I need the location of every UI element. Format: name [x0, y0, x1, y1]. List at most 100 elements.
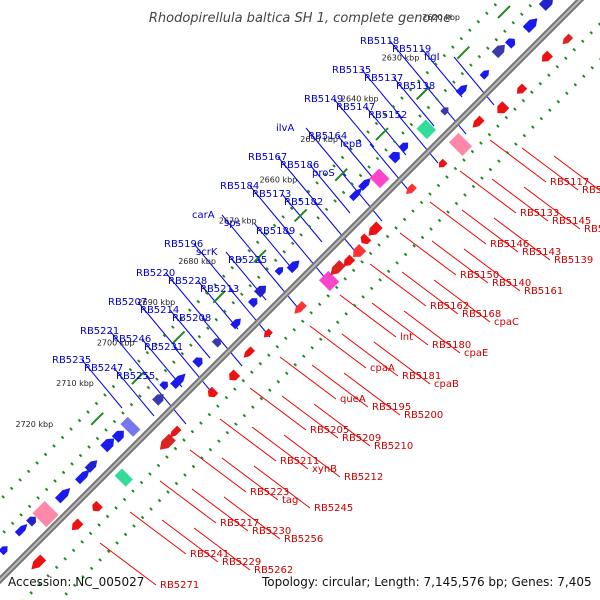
- gene-label[interactable]: RB5181: [402, 371, 441, 382]
- gene-label[interactable]: RB5119: [392, 44, 431, 55]
- gene-label[interactable]: RB5207: [108, 297, 147, 308]
- reverse-gene-arrow[interactable]: [241, 346, 255, 360]
- reverse-gene-arrow[interactable]: [358, 233, 372, 246]
- reverse-gene-arrow[interactable]: [514, 83, 528, 96]
- forward-gene-arrow[interactable]: [100, 435, 117, 453]
- gene-label[interactable]: RB5137: [364, 73, 403, 84]
- gene-label[interactable]: RB5152: [368, 110, 407, 121]
- forward-gene-arrow[interactable]: [388, 149, 403, 164]
- forward-gene-arrow[interactable]: [504, 36, 518, 49]
- gene-label[interactable]: RB5241: [190, 549, 229, 560]
- gene-label[interactable]: RB5189: [256, 226, 295, 237]
- reverse-gene-arrow[interactable]: [341, 254, 356, 269]
- reverse-gene-arrow[interactable]: [350, 244, 367, 261]
- reverse-gene-arrow[interactable]: [262, 328, 273, 339]
- forward-gene-arrow[interactable]: [349, 186, 364, 202]
- forward-gene-arrow[interactable]: [538, 0, 557, 11]
- forward-gene-arrow[interactable]: [54, 485, 73, 504]
- reverse-gene-arrow[interactable]: [494, 101, 510, 116]
- gene-label[interactable]: cpaB: [434, 379, 459, 390]
- forward-gene-arrow[interactable]: [479, 68, 492, 80]
- forward-gene-arrow[interactable]: [211, 336, 224, 348]
- gene-label[interactable]: cpaC: [494, 317, 519, 328]
- forward-gene-arrow[interactable]: [369, 168, 390, 189]
- gene-label[interactable]: queA: [340, 394, 366, 405]
- reverse-gene-arrow[interactable]: [168, 425, 182, 440]
- gene-label[interactable]: RB5164: [308, 131, 347, 142]
- gene-label[interactable]: xynB: [312, 464, 337, 475]
- gene-label[interactable]: RB5229: [222, 557, 261, 568]
- forward-gene-arrow[interactable]: [491, 42, 509, 59]
- forward-gene-arrow[interactable]: [455, 82, 470, 97]
- gene-label[interactable]: RB5173: [252, 189, 291, 200]
- forward-gene-arrow[interactable]: [152, 391, 167, 406]
- gene-label[interactable]: RB5200: [404, 410, 443, 421]
- reverse-gene-arrow[interactable]: [69, 518, 84, 532]
- reverse-gene-arrow[interactable]: [539, 50, 553, 65]
- gene-label[interactable]: RB5118: [360, 36, 399, 47]
- reverse-gene-arrow[interactable]: [448, 132, 473, 156]
- gene-label[interactable]: scrK: [196, 247, 218, 258]
- gene-label[interactable]: RB5256: [284, 534, 323, 545]
- gene-label[interactable]: RB5135: [332, 65, 371, 76]
- gene-label[interactable]: RB5271: [160, 580, 199, 591]
- gene-label[interactable]: RB5180: [432, 340, 471, 351]
- reverse-gene-arrow[interactable]: [292, 301, 307, 316]
- gene-label[interactable]: RB5140: [492, 278, 531, 289]
- reverse-gene-arrow[interactable]: [365, 221, 383, 238]
- gene-label[interactable]: RB5150: [460, 270, 499, 281]
- gene-label[interactable]: RB5245: [314, 503, 353, 514]
- forward-gene-arrow[interactable]: [522, 15, 541, 34]
- gene-label[interactable]: RB5139: [554, 255, 593, 266]
- gene-label[interactable]: RB5205: [310, 425, 349, 436]
- gene-label[interactable]: RB5214: [140, 305, 179, 316]
- gene-label[interactable]: RB5124: [582, 185, 600, 196]
- gene-label[interactable]: RB5246: [112, 334, 151, 345]
- gene-label[interactable]: RB5138: [396, 81, 435, 92]
- gene-label[interactable]: RB5210: [374, 441, 413, 452]
- gene-label[interactable]: RB5223: [250, 487, 289, 498]
- gene-label[interactable]: tag: [282, 495, 298, 506]
- gene-label[interactable]: RB5161: [524, 286, 563, 297]
- forward-gene-arrow[interactable]: [26, 514, 39, 527]
- forward-gene-arrow[interactable]: [416, 119, 437, 140]
- gene-label[interactable]: RB5133: [520, 208, 559, 219]
- forward-gene-arrow[interactable]: [440, 105, 450, 116]
- forward-gene-arrow[interactable]: [14, 522, 30, 537]
- gene-label[interactable]: RB5231: [144, 342, 183, 353]
- gene-label[interactable]: RB5208: [172, 313, 211, 324]
- gene-label[interactable]: flgI: [424, 52, 440, 63]
- gene-label[interactable]: RB5230: [252, 526, 291, 537]
- forward-gene-arrow[interactable]: [247, 296, 260, 308]
- gene-label[interactable]: RB5168: [462, 309, 501, 320]
- forward-gene-arrow[interactable]: [159, 379, 170, 391]
- gene-label[interactable]: RB5247: [84, 363, 123, 374]
- forward-gene-arrow[interactable]: [398, 140, 411, 153]
- gene-label[interactable]: sps: [224, 218, 241, 229]
- gene-label[interactable]: RB5225: [228, 255, 267, 266]
- reverse-gene-arrow[interactable]: [560, 33, 574, 47]
- gene-label[interactable]: RB5211: [280, 456, 319, 467]
- reverse-gene-arrow[interactable]: [318, 270, 340, 292]
- forward-gene-arrow[interactable]: [120, 416, 141, 437]
- gene-label[interactable]: ilvA: [276, 123, 294, 134]
- gene-label[interactable]: RB5145: [552, 216, 591, 227]
- gene-label[interactable]: RB5117: [550, 177, 589, 188]
- forward-gene-arrow[interactable]: [254, 282, 269, 298]
- gene-label[interactable]: RB5213: [200, 284, 239, 295]
- reverse-gene-arrow[interactable]: [114, 468, 133, 487]
- gene-label[interactable]: carA: [192, 210, 215, 221]
- gene-label[interactable]: RB5195: [372, 402, 411, 413]
- forward-gene-arrow[interactable]: [192, 355, 205, 368]
- forward-gene-arrow[interactable]: [32, 500, 59, 528]
- gene-label[interactable]: RB5209: [342, 433, 381, 444]
- gene-label[interactable]: RB5162: [430, 301, 469, 312]
- gene-label[interactable]: RB5186: [280, 160, 319, 171]
- forward-gene-arrow[interactable]: [75, 467, 92, 485]
- reverse-gene-arrow[interactable]: [226, 369, 241, 383]
- forward-gene-arrow[interactable]: [0, 544, 10, 556]
- reverse-gene-arrow[interactable]: [327, 259, 346, 278]
- gene-label[interactable]: RB5167: [248, 152, 287, 163]
- gene-label[interactable]: RB5235: [52, 355, 91, 366]
